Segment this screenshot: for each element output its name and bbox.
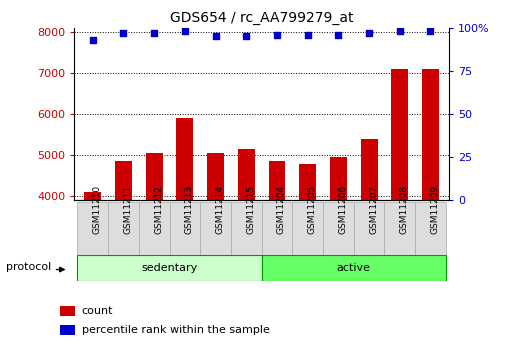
- Point: [304, 32, 312, 37]
- Point: [273, 32, 281, 37]
- Bar: [115, 161, 132, 345]
- Bar: [146, 153, 163, 345]
- Point: [426, 28, 435, 34]
- Text: GSM11204: GSM11204: [277, 185, 286, 234]
- Bar: [391, 69, 408, 345]
- Bar: [262, 202, 292, 255]
- Text: GSM11206: GSM11206: [339, 185, 347, 234]
- Bar: [139, 202, 169, 255]
- Bar: [108, 202, 139, 255]
- Point: [211, 33, 220, 39]
- Bar: [361, 139, 378, 345]
- Text: sedentary: sedentary: [142, 263, 198, 273]
- Text: GSM11208: GSM11208: [400, 185, 409, 234]
- Point: [396, 28, 404, 34]
- Text: active: active: [337, 263, 371, 273]
- Text: protocol: protocol: [6, 262, 51, 272]
- Bar: [415, 202, 446, 255]
- Point: [89, 37, 97, 42]
- Bar: [323, 202, 354, 255]
- Point: [181, 28, 189, 34]
- Bar: [384, 202, 415, 255]
- Title: GDS654 / rc_AA799279_at: GDS654 / rc_AA799279_at: [170, 11, 353, 25]
- Bar: [169, 202, 200, 255]
- Bar: [354, 202, 384, 255]
- Bar: [292, 202, 323, 255]
- Text: GSM11215: GSM11215: [246, 185, 255, 234]
- Point: [334, 32, 343, 37]
- Text: GSM11205: GSM11205: [308, 185, 317, 234]
- Bar: [207, 153, 224, 345]
- Point: [365, 30, 373, 36]
- Bar: [200, 202, 231, 255]
- Text: GSM11214: GSM11214: [215, 185, 225, 234]
- Text: GSM11212: GSM11212: [154, 185, 163, 234]
- Bar: [77, 255, 262, 281]
- Text: GSM11210: GSM11210: [93, 185, 102, 234]
- Text: GSM11213: GSM11213: [185, 185, 194, 234]
- Text: GSM11211: GSM11211: [124, 185, 132, 234]
- Bar: [330, 157, 347, 345]
- Bar: [60, 306, 75, 316]
- Text: count: count: [82, 306, 113, 316]
- Text: percentile rank within the sample: percentile rank within the sample: [82, 325, 270, 335]
- Bar: [231, 202, 262, 255]
- Bar: [262, 255, 446, 281]
- Bar: [238, 149, 255, 345]
- Bar: [299, 164, 316, 345]
- Bar: [60, 325, 75, 335]
- Text: GSM11207: GSM11207: [369, 185, 378, 234]
- Bar: [268, 161, 285, 345]
- Bar: [176, 118, 193, 345]
- Point: [150, 30, 159, 36]
- Point: [242, 33, 250, 39]
- Bar: [422, 69, 439, 345]
- Point: [120, 30, 128, 36]
- Text: GSM11209: GSM11209: [430, 185, 440, 234]
- Bar: [77, 202, 108, 255]
- Bar: [84, 192, 101, 345]
